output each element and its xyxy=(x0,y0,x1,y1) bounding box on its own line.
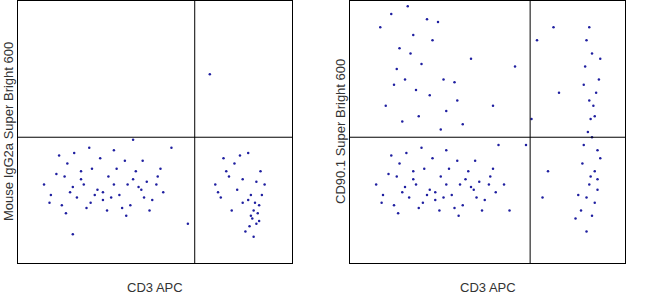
svg-text:CD3 APC: CD3 APC xyxy=(460,280,516,295)
svg-text:CD3 APC: CD3 APC xyxy=(127,280,183,295)
svg-text:CD90.1 Super Bright 600: CD90.1 Super Bright 600 xyxy=(333,59,348,204)
svg-text:Mouse IgG2a Super Bright 600: Mouse IgG2a Super Bright 600 xyxy=(1,42,16,221)
